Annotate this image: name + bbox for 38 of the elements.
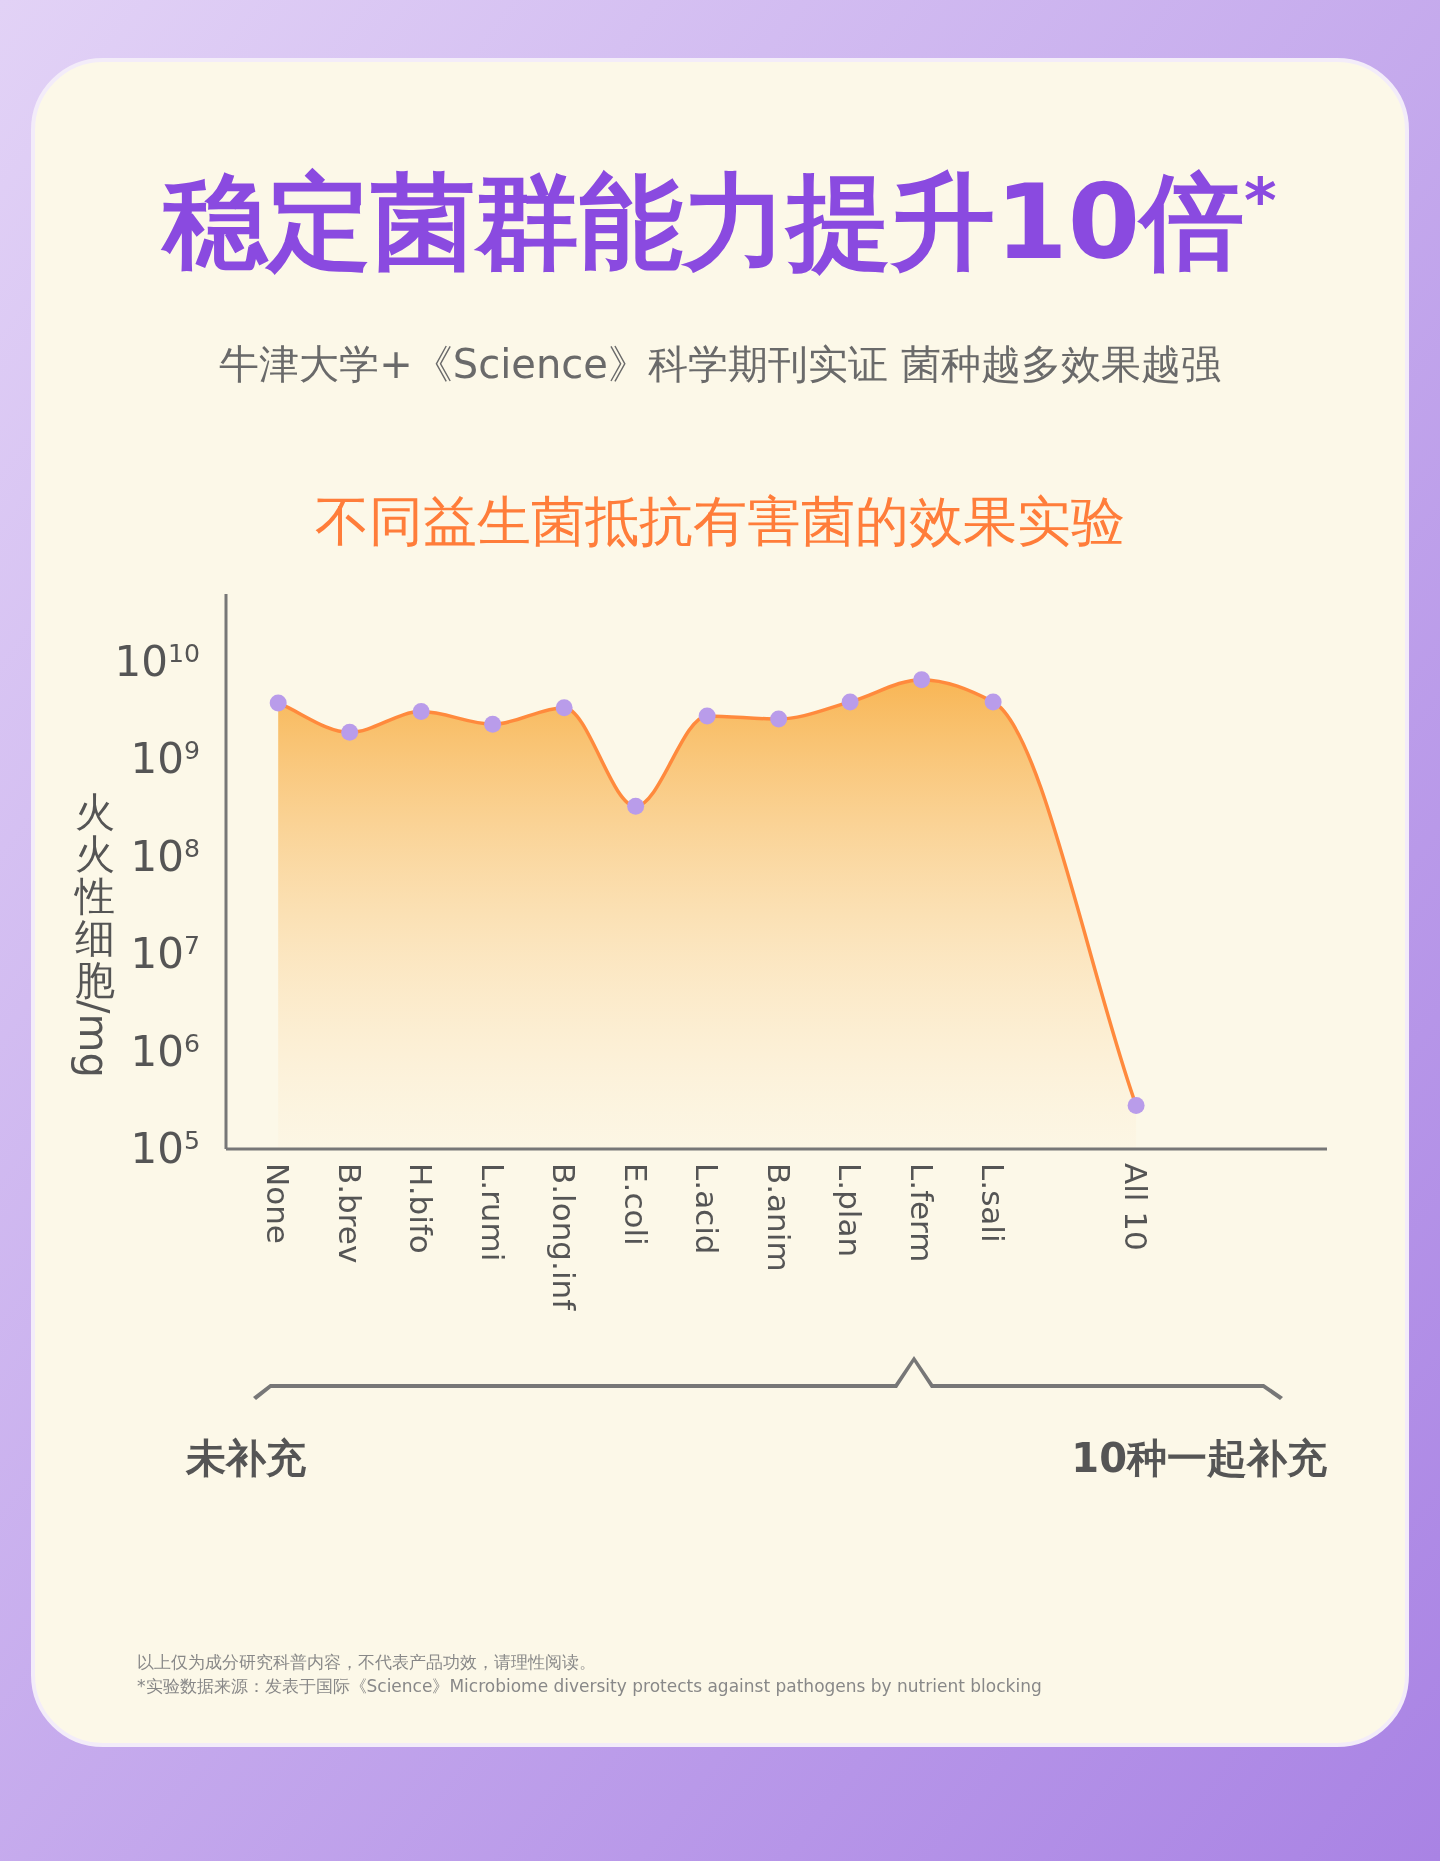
- point: [1127, 1096, 1145, 1114]
- x-tick-label: L.rumi: [474, 1163, 511, 1262]
- x-tick-label: B.anim: [760, 1163, 797, 1272]
- text: 以上仅为成分研究科普内容，不代表产品功效，请理性阅读。: [137, 1652, 596, 1672]
- x-tick-label: L.acid: [689, 1163, 726, 1255]
- point: [555, 699, 573, 717]
- point: [841, 693, 859, 711]
- x-tick-label: B.long.inf: [546, 1163, 583, 1312]
- y-axis-title: 火火性细胞/mg: [71, 789, 117, 1078]
- y-tick-label: 10$^{10}$: [114, 637, 200, 687]
- x-tick-label: None: [260, 1163, 297, 1244]
- point: [484, 715, 502, 733]
- text: 10种一起补充: [1071, 1435, 1327, 1481]
- point: [269, 694, 287, 712]
- point: [770, 710, 788, 728]
- x-tick-label: L.sali: [975, 1163, 1012, 1243]
- x-tick-label: L.ferm: [903, 1163, 940, 1263]
- text: 不同益生菌抵抗有害菌的效果实验: [315, 490, 1125, 553]
- x-tick-label: All 10: [1118, 1163, 1155, 1251]
- point: [341, 723, 359, 741]
- point: [412, 703, 430, 721]
- x-tick-label: L.plan: [832, 1163, 869, 1258]
- y-tick-label: 10$^{7}$: [130, 929, 200, 979]
- text: *实验数据来源：发表于国际《Science》Microbiome diversity protects against pathogens by nutrient blocking: [137, 1676, 1042, 1696]
- x-tick-label: E.coli: [617, 1163, 654, 1246]
- point: [627, 797, 645, 815]
- x-tick-label: H.bifo: [403, 1163, 440, 1254]
- y-tick-label: 10$^{8}$: [130, 831, 200, 881]
- y-tick-label: 10$^{6}$: [130, 1026, 200, 1076]
- chart-subtitle: 牛津大学+《Science》科学期刊实证 菌种越多效果越强: [219, 341, 1221, 387]
- x-tick-label: B.brev: [331, 1163, 368, 1264]
- point: [984, 693, 1002, 711]
- y-tick-label: 10$^{9}$: [130, 734, 200, 784]
- text: 未补充: [185, 1435, 306, 1481]
- chart-title: 稳定菌群能力提升10倍$^{*}$: [160, 161, 1277, 283]
- point: [913, 671, 931, 689]
- y-tick-label: 10$^{5}$: [130, 1124, 200, 1173]
- point: [698, 707, 716, 725]
